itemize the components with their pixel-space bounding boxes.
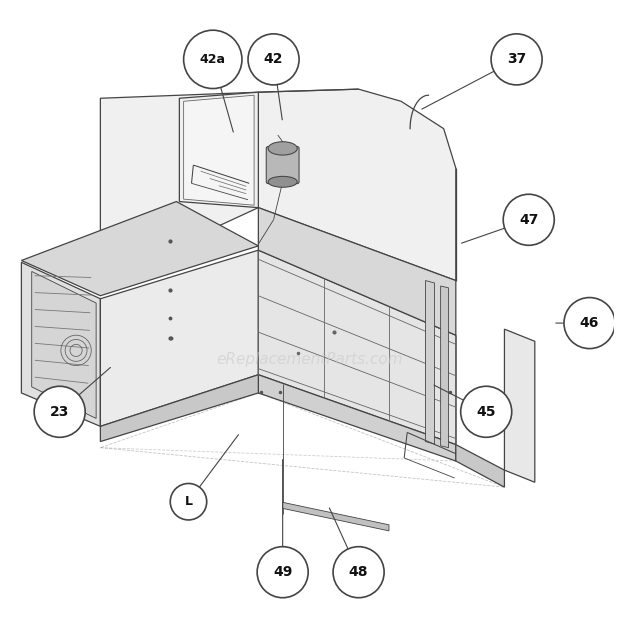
Polygon shape <box>100 375 259 441</box>
Circle shape <box>170 484 206 520</box>
Polygon shape <box>259 250 456 444</box>
Circle shape <box>564 297 615 349</box>
Text: 49: 49 <box>273 565 293 579</box>
Circle shape <box>184 30 242 89</box>
Polygon shape <box>100 92 259 280</box>
Polygon shape <box>100 250 259 427</box>
Text: 48: 48 <box>349 565 368 579</box>
Text: 42a: 42a <box>200 53 226 66</box>
Polygon shape <box>283 502 389 531</box>
Polygon shape <box>441 286 448 448</box>
FancyBboxPatch shape <box>266 146 299 184</box>
Text: eReplacementParts.com: eReplacementParts.com <box>216 352 404 367</box>
Polygon shape <box>32 271 96 418</box>
Circle shape <box>248 34 299 85</box>
Polygon shape <box>259 375 456 461</box>
Text: 42: 42 <box>264 53 283 67</box>
Polygon shape <box>184 95 254 205</box>
Polygon shape <box>179 92 259 207</box>
Ellipse shape <box>268 176 297 187</box>
Polygon shape <box>21 202 259 295</box>
Circle shape <box>491 34 542 85</box>
Polygon shape <box>456 444 505 487</box>
Circle shape <box>34 386 85 437</box>
Circle shape <box>461 386 511 437</box>
Polygon shape <box>259 89 456 280</box>
Circle shape <box>333 547 384 598</box>
Text: 37: 37 <box>507 53 526 67</box>
Circle shape <box>257 547 308 598</box>
Text: 46: 46 <box>580 316 599 330</box>
Ellipse shape <box>268 142 297 155</box>
Circle shape <box>503 194 554 245</box>
Polygon shape <box>425 280 435 444</box>
Polygon shape <box>21 262 100 427</box>
Text: 47: 47 <box>519 213 538 227</box>
Text: L: L <box>185 495 192 508</box>
Polygon shape <box>259 207 456 335</box>
Polygon shape <box>505 329 535 482</box>
Text: 45: 45 <box>476 404 496 419</box>
Text: 23: 23 <box>50 404 69 419</box>
